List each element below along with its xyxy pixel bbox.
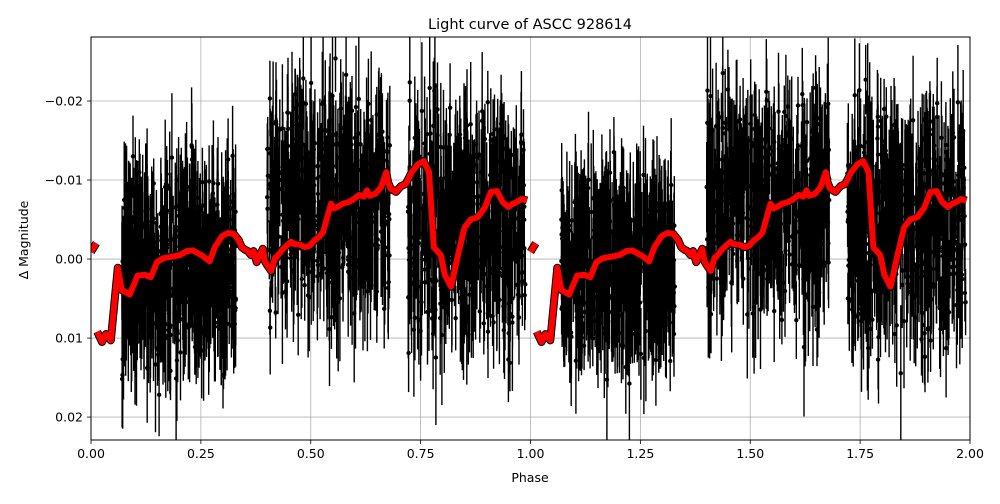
y-tick-label: 0.01 xyxy=(55,331,83,346)
model-curve-line xyxy=(94,158,528,345)
y-tick-label: −0.02 xyxy=(45,94,83,109)
y-tick-label: −0.01 xyxy=(45,173,83,188)
x-tick-label: 0.25 xyxy=(187,446,215,461)
y-axis-ticks: −0.02 −0.01 0.00 0.01 0.02 xyxy=(45,94,91,425)
x-tick-label: 0.50 xyxy=(297,446,325,461)
y-axis-label: Δ Magnitude xyxy=(16,200,31,279)
model-curve-line xyxy=(527,241,539,254)
model-curve-line xyxy=(91,241,99,254)
x-tick-label: 0.00 xyxy=(77,446,105,461)
x-tick-label: 1.25 xyxy=(626,446,654,461)
x-tick-label: 1.75 xyxy=(846,446,874,461)
x-axis-label: Phase xyxy=(511,470,549,485)
y-tick-label: 0.02 xyxy=(55,410,83,425)
model-curve xyxy=(91,157,968,346)
x-tick-label: 2.00 xyxy=(956,446,984,461)
x-axis-ticks: 0.00 0.25 0.50 0.75 1.00 1.25 1.50 1.75 2.00 xyxy=(77,440,984,461)
model-curve-line xyxy=(533,158,968,345)
x-tick-label: 1.50 xyxy=(736,446,764,461)
x-tick-label: 0.75 xyxy=(407,446,435,461)
x-tick-label: 1.00 xyxy=(517,446,545,461)
y-tick-label: 0.00 xyxy=(55,252,83,267)
chart-title: Light curve of ASCC 928614 xyxy=(428,17,632,33)
